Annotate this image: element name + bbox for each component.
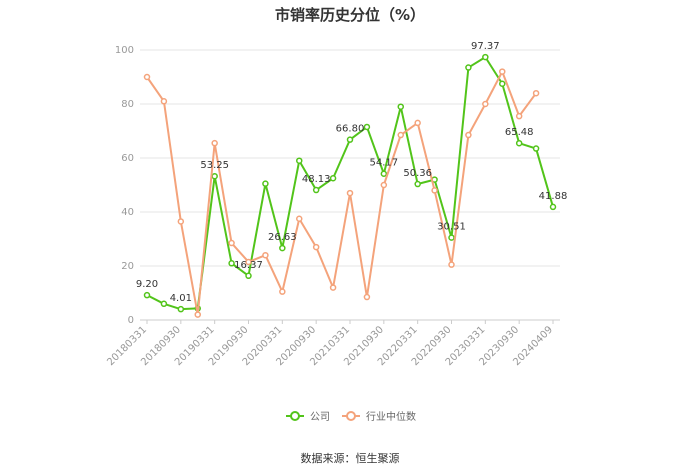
legend-label-company: 公司 <box>310 412 330 423</box>
point-company <box>177 305 185 313</box>
point-company <box>532 145 540 152</box>
point-industry <box>465 131 472 139</box>
point-industry <box>194 311 201 318</box>
point-company <box>329 175 337 182</box>
point-company <box>211 172 218 180</box>
point-industry <box>160 98 168 105</box>
point-company <box>465 64 472 71</box>
point-industry <box>228 239 235 247</box>
point-company <box>448 234 455 241</box>
point-industry <box>380 181 388 189</box>
point-company <box>482 53 489 61</box>
point-industry <box>211 139 218 147</box>
data-label-company: 41.88 <box>539 191 568 202</box>
point-company <box>363 123 371 131</box>
series-layer <box>143 53 557 318</box>
data-label-company: 26.63 <box>268 232 297 243</box>
point-company <box>515 139 523 147</box>
series-line-company <box>146 56 554 311</box>
point-industry <box>245 258 252 266</box>
legend-marker-industry <box>346 411 356 421</box>
point-company <box>414 180 421 188</box>
series-line-industry <box>146 70 537 316</box>
data-label-company: 16.37 <box>234 260 263 271</box>
point-industry <box>515 112 523 120</box>
point-industry <box>346 189 354 197</box>
data-label-company: 48.13 <box>302 174 331 185</box>
point-company <box>143 291 151 299</box>
grid-layer <box>140 49 560 321</box>
y-tick-label: 60 <box>121 153 134 164</box>
data-label-company: 65.48 <box>505 127 534 138</box>
point-company <box>279 244 286 252</box>
point-company <box>245 272 252 280</box>
point-company <box>499 80 506 87</box>
point-industry <box>431 187 438 194</box>
point-company <box>380 170 388 177</box>
point-industry <box>499 68 506 75</box>
point-industry <box>262 251 269 259</box>
point-company <box>296 157 303 164</box>
point-industry <box>448 261 455 268</box>
y-tick-label: 40 <box>121 207 134 218</box>
point-company <box>312 186 320 194</box>
y-tick-label: 80 <box>121 99 134 110</box>
legend-marker-company <box>290 411 300 421</box>
data-label-company: 97.37 <box>471 41 500 52</box>
point-company <box>549 203 557 211</box>
point-industry <box>414 119 421 127</box>
point-industry <box>482 100 489 108</box>
data-label-company: 4.01 <box>170 293 192 304</box>
y-tick-label: 100 <box>115 45 134 56</box>
data-label-company: 9.20 <box>136 279 158 290</box>
chart-title: 市销率历史分位（%） <box>275 6 425 24</box>
data-label-company: 50.36 <box>403 168 432 179</box>
data-label-company: 53.25 <box>200 160 229 171</box>
point-industry <box>177 218 185 225</box>
point-company <box>397 103 404 110</box>
point-industry <box>329 284 337 291</box>
point-industry <box>279 288 286 295</box>
point-company <box>346 136 354 143</box>
y-tick-label: 0 <box>128 315 134 326</box>
data-source: 数据来源：恒生聚源 <box>301 451 400 465</box>
point-industry <box>363 293 371 301</box>
point-company <box>228 260 235 267</box>
point-company <box>262 180 269 187</box>
legend-item-company[interactable]: 公司 <box>286 411 330 423</box>
data-label-company: 54.17 <box>370 158 399 169</box>
legend-label-industry: 行业中位数 <box>366 410 416 423</box>
point-industry <box>532 89 540 97</box>
point-industry <box>296 215 303 222</box>
y-tick-label: 20 <box>121 261 134 272</box>
point-industry <box>143 73 151 81</box>
legend-item-industry[interactable]: 行业中位数 <box>342 410 416 423</box>
point-industry <box>312 243 320 251</box>
data-label-company: 30.51 <box>437 222 466 233</box>
legend: 公司 行业中位数 <box>286 410 416 423</box>
data-label-layer: 9.20 4.01 53.25 16.37 26.63 48.13 66.80 54.17 50… <box>136 41 567 304</box>
data-label-company: 66.80 <box>336 124 365 135</box>
point-industry <box>397 131 404 139</box>
point-company <box>160 300 168 308</box>
